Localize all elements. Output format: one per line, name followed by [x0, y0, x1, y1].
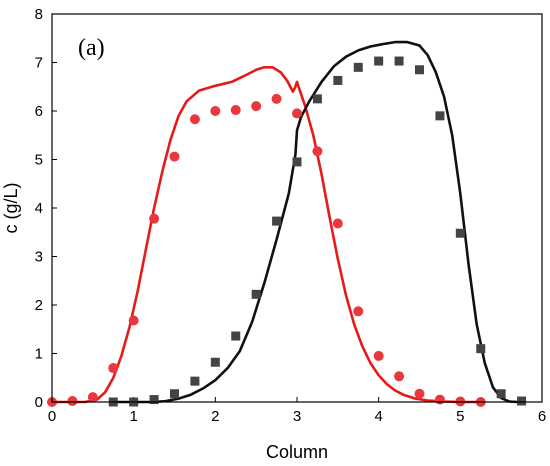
series-1-point: [353, 62, 363, 72]
series-0-point: [189, 114, 200, 125]
series-0-point: [128, 315, 139, 326]
series-0-point: [353, 306, 364, 317]
series-0-point: [271, 93, 282, 104]
y-tick-label: 7: [35, 55, 43, 72]
series-0-point: [292, 108, 302, 119]
series-1-point: [292, 157, 302, 167]
series-0-point: [434, 394, 445, 405]
series-0-point: [87, 392, 98, 403]
x-tick-label: 2: [211, 408, 219, 425]
y-tick-label: 1: [35, 346, 43, 363]
series-1-point: [210, 357, 220, 367]
series-0-point: [67, 396, 78, 407]
series-1-point: [170, 389, 179, 399]
axis-ticks: 0 1 2 3 4 5 6 0 1 2 3 4 5 6 7 8: [35, 6, 547, 425]
x-tick-label: 6: [538, 408, 546, 425]
series-1-point: [149, 395, 159, 405]
series-1-point: [374, 56, 384, 66]
series-2-line: [52, 66, 477, 404]
x-tick-label: 3: [293, 408, 301, 425]
series-1-point: [394, 56, 404, 66]
series-1-point: [190, 376, 200, 386]
y-tick-label: 6: [35, 103, 43, 120]
plot-area: [47, 40, 527, 407]
x-tick-label: 0: [48, 408, 56, 425]
series-0-point: [149, 213, 160, 224]
y-tick-label: 2: [35, 297, 43, 314]
x-tick-label: 5: [456, 408, 464, 425]
series-0-point: [108, 363, 119, 374]
plot-frame: [51, 13, 543, 403]
series-0-point: [210, 106, 221, 116]
series-0-point: [169, 151, 180, 162]
series-0-point: [332, 218, 343, 229]
y-tick-label: 5: [35, 152, 43, 169]
panel-label: (a): [78, 35, 105, 61]
series-0-point: [230, 105, 241, 116]
y-tick-label: 8: [35, 6, 43, 23]
series-1-point: [496, 389, 506, 399]
series-3-line: [113, 40, 518, 404]
x-tick-label: 1: [129, 408, 137, 425]
series-0-point: [394, 371, 405, 382]
series-0-point: [414, 388, 425, 399]
series-0-point: [312, 146, 323, 157]
series-1-point: [272, 216, 282, 226]
series-1-point: [312, 94, 322, 104]
y-tick-label: 0: [35, 394, 43, 411]
series-1-point: [231, 331, 241, 341]
x-axis-title: Column: [266, 442, 328, 462]
series-1-point: [435, 111, 445, 121]
series-1-point: [251, 289, 261, 299]
series-1-point: [415, 65, 424, 75]
series-0-point: [251, 101, 262, 112]
series-1-point: [455, 228, 465, 238]
series-1-point: [517, 396, 527, 406]
y-tick-label: 4: [35, 200, 43, 217]
y-axis-title: c (g/L): [1, 182, 21, 233]
series-1-point: [476, 344, 486, 354]
series-1-point: [333, 75, 343, 85]
series-0-point: [373, 350, 384, 361]
x-tick-label: 4: [374, 408, 382, 425]
y-tick-label: 3: [35, 249, 43, 266]
